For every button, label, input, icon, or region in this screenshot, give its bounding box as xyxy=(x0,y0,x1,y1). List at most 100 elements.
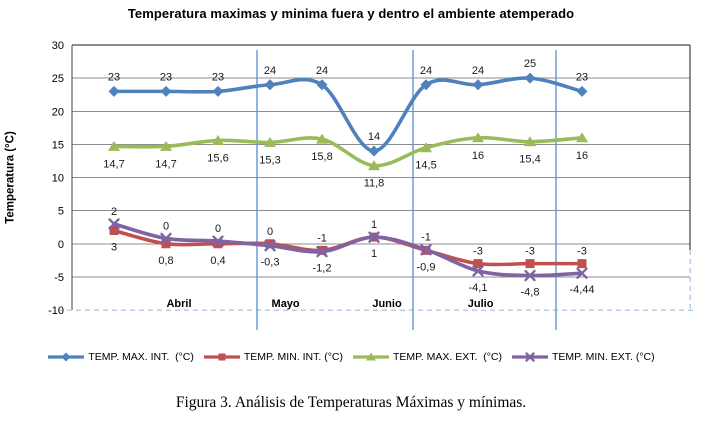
triangle-marker-icon xyxy=(524,136,536,147)
legend-item-temp-min-ext: TEMP. MIN. EXT. (°C) xyxy=(511,351,655,363)
triangle-marker-icon xyxy=(212,134,224,145)
data-label: 24 xyxy=(472,65,484,77)
data-label: -1 xyxy=(421,232,431,244)
diamond-marker-icon xyxy=(420,79,432,91)
legend-item-temp-max-int: TEMP. MAX. INT. (°C) xyxy=(47,351,194,363)
legend-line-diamond-icon xyxy=(48,352,85,362)
data-labels-temp-min-ext: 3 0,8 0,4 -0,3 -1,2 1 -0,9 -4,1 -4,8 -4,44 xyxy=(111,242,595,299)
triangle-marker-icon xyxy=(160,140,172,151)
legend-line-x-icon xyxy=(512,352,549,362)
data-label: -4,8 xyxy=(521,287,540,299)
triangle-marker-icon xyxy=(420,142,432,153)
x-marker-icon xyxy=(368,231,380,243)
series-line-temp-max-ext xyxy=(112,135,584,168)
data-labels-temp-max-ext: 14,7 14,7 15,6 15,3 15,8 11,8 14,5 16 15,4 16 xyxy=(103,150,588,190)
square-marker-icon xyxy=(109,226,119,235)
y-tick-label: 30 xyxy=(52,40,64,52)
legend-label-temp-max-ext: TEMP. MAX. EXT. (°C) xyxy=(392,351,503,363)
series-temp-max-ext xyxy=(108,132,588,171)
data-label: 24 xyxy=(420,65,432,77)
diamond-marker-icon xyxy=(524,72,536,84)
data-label: 23 xyxy=(108,71,120,83)
series-temp-max-int xyxy=(108,72,588,157)
square-marker-icon xyxy=(218,353,226,361)
y-tick-label: 10 xyxy=(52,173,64,185)
data-label: -4,1 xyxy=(469,282,488,294)
diamond-marker-icon xyxy=(316,79,328,91)
month-label-junio: Junio xyxy=(372,298,402,310)
series-temp-min-ext xyxy=(108,218,588,282)
triangle-marker-icon xyxy=(316,133,328,144)
data-label: 24 xyxy=(264,65,276,77)
figure-caption: Figura 3. Análisis de Temperaturas Máxim… xyxy=(175,394,527,411)
data-label: 0,4 xyxy=(210,255,225,267)
diamond-marker-icon xyxy=(472,79,484,91)
legend-label-temp-max-int: TEMP. MAX. INT. (°C) xyxy=(88,351,194,363)
x-marker-icon xyxy=(160,232,172,245)
data-label: 0 xyxy=(163,220,169,232)
data-label: -3 xyxy=(577,246,587,258)
y-tick-label: 5 xyxy=(58,206,64,218)
data-label: 14,7 xyxy=(155,158,176,170)
diamond-marker-icon xyxy=(368,145,380,157)
data-label: 23 xyxy=(212,71,224,83)
x-marker-icon xyxy=(108,218,120,230)
diamond-marker-icon xyxy=(212,85,224,97)
x-marker-icon xyxy=(264,240,276,252)
data-label: -0,3 xyxy=(261,257,280,269)
data-label: 23 xyxy=(576,71,588,83)
diamond-marker-icon xyxy=(160,85,172,97)
data-label: 14 xyxy=(368,131,380,143)
square-marker-icon xyxy=(213,239,223,249)
month-labels: Abril Mayo Junio Julio xyxy=(166,298,493,310)
legend-item-temp-min-int: TEMP. MIN. INT. (°C) xyxy=(203,351,343,363)
diamond-marker-icon xyxy=(61,352,71,362)
diamond-marker-icon xyxy=(108,85,120,97)
y-tick-label: -10 xyxy=(48,305,64,317)
data-label: 16 xyxy=(576,150,588,162)
x-marker-icon xyxy=(420,244,432,256)
legend-line-square-icon xyxy=(203,353,240,361)
data-label: -1,2 xyxy=(313,263,332,275)
series-line-temp-min-int xyxy=(112,228,584,267)
data-label: 15,8 xyxy=(311,151,332,163)
legend-line-triangle-icon xyxy=(352,352,389,361)
data-labels-temp-max-int: 23 23 23 24 24 14 24 24 25 23 xyxy=(108,58,588,143)
square-marker-icon xyxy=(161,239,171,249)
square-marker-icon xyxy=(577,259,587,269)
month-separator-lines xyxy=(256,50,557,330)
data-label: 15,3 xyxy=(259,154,280,166)
data-label: -0,9 xyxy=(417,261,436,273)
data-labels-temp-min-int: 2 0 0 0 -1 1 -1 -3 -3 -3 xyxy=(111,206,587,258)
data-label: 0 xyxy=(267,226,273,238)
x-marker-icon xyxy=(524,269,536,282)
data-label: 2 xyxy=(111,206,117,218)
data-label: 23 xyxy=(160,71,172,83)
triangle-marker-icon xyxy=(576,132,588,143)
legend-label-temp-min-int: TEMP. MIN. INT. (°C) xyxy=(243,351,343,363)
triangle-marker-icon xyxy=(365,352,376,361)
x-marker-icon xyxy=(472,265,484,277)
y-tick-label: 25 xyxy=(52,73,64,85)
diamond-marker-icon xyxy=(576,85,588,97)
plot-border xyxy=(58,44,697,311)
data-label: -4,44 xyxy=(569,284,594,296)
data-label: -3 xyxy=(473,246,483,258)
data-label: 16 xyxy=(472,150,484,162)
y-tick-label: 20 xyxy=(52,106,64,118)
square-marker-icon xyxy=(473,259,483,269)
y-tick-label: 15 xyxy=(52,139,64,151)
legend-item-temp-max-ext: TEMP. MAX. EXT. (°C) xyxy=(352,351,502,363)
x-marker-icon xyxy=(576,267,588,279)
triangle-marker-icon xyxy=(264,136,276,147)
data-label: 15,6 xyxy=(207,152,228,164)
diamond-marker-icon xyxy=(264,79,276,91)
data-label: 1 xyxy=(371,219,377,231)
triangle-marker-icon xyxy=(472,132,484,143)
data-label: 24 xyxy=(316,65,328,77)
data-label: 15,4 xyxy=(519,154,540,166)
data-label: -3 xyxy=(525,246,535,258)
x-marker-icon xyxy=(525,352,535,362)
data-label: 25 xyxy=(524,58,536,70)
